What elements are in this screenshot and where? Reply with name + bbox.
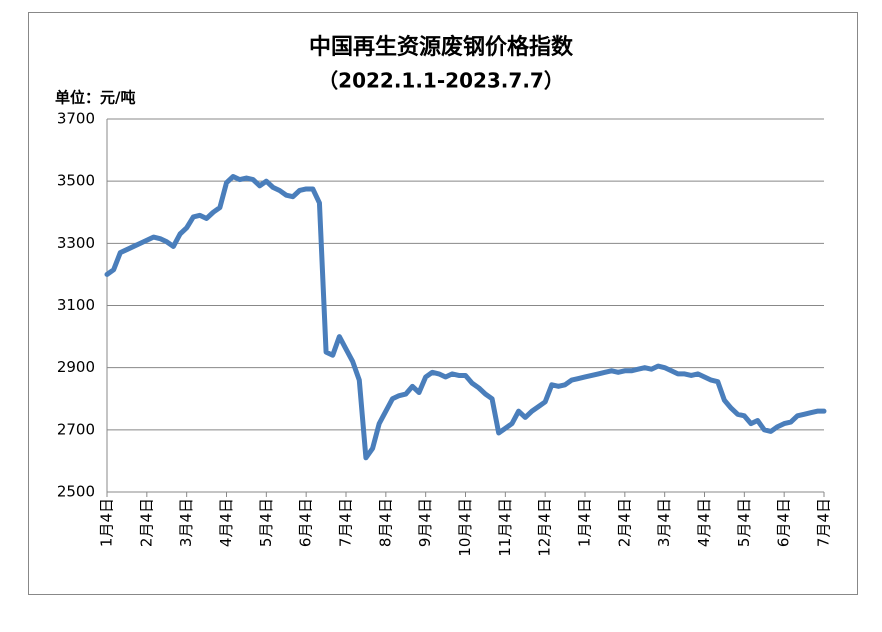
data-line	[104, 174, 827, 461]
x-tick-label: 6月4日	[297, 498, 315, 547]
y-tick-label: 3700	[57, 110, 95, 128]
y-axis-label: 单位：元/吨	[55, 89, 135, 107]
x-tick-label: 1月4日	[576, 498, 594, 547]
y-tick-label: 2700	[57, 420, 95, 438]
x-tick-label: 10月4日	[456, 498, 474, 557]
y-tick-label: 3300	[57, 234, 95, 252]
x-tick-label: 7月4日	[815, 498, 833, 547]
y-tick-label: 3100	[57, 296, 95, 314]
chart-title: 中国再生资源废钢价格指数	[309, 34, 574, 60]
chart-border	[28, 12, 858, 595]
x-tick-label: 2月4日	[137, 498, 155, 547]
x-tick-label: 2月4日	[615, 498, 633, 547]
x-tick-label: 3月4日	[177, 498, 195, 547]
chart-subtitle: （2022.1.1-2023.7.7）	[318, 69, 564, 93]
x-tick-label: 9月4日	[416, 498, 434, 547]
x-tick-label: 5月4日	[257, 498, 275, 547]
x-tick-label: 4月4日	[217, 498, 235, 547]
y-tick-label: 2900	[57, 358, 95, 376]
x-tick-label: 12月4日	[536, 498, 554, 557]
x-tick-label: 8月4日	[376, 498, 394, 547]
x-tick-label: 11月4日	[496, 498, 514, 557]
y-tick-label: 2500	[57, 483, 95, 501]
x-tick-label: 3月4日	[655, 498, 673, 547]
x-tick-label: 4月4日	[695, 498, 713, 547]
x-tick-label: 5月4日	[735, 498, 753, 547]
x-tick-label: 7月4日	[337, 498, 355, 547]
y-tick-label: 3500	[57, 172, 95, 190]
x-tick-label: 1月4日	[98, 498, 116, 547]
x-tick-label: 6月4日	[775, 498, 793, 547]
